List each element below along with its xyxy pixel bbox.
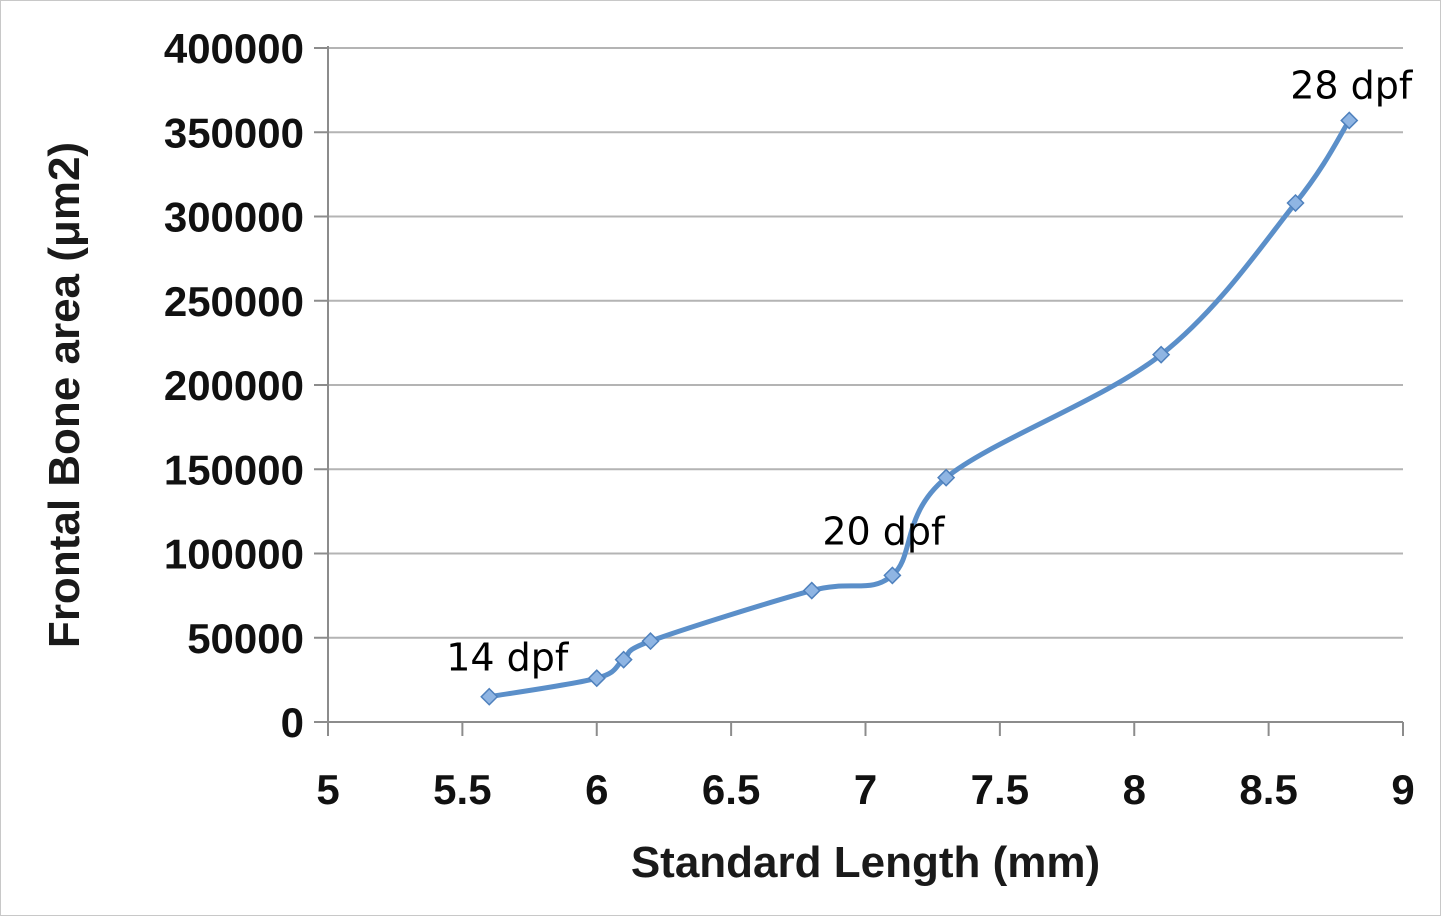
data-point xyxy=(480,687,499,706)
y-tick-label: 250000 xyxy=(164,278,304,325)
y-tick-label: 50000 xyxy=(187,615,304,662)
y-tick-labels: 0 50000 100000 150000 200000 250000 300000 3500… xyxy=(164,25,304,746)
data-point xyxy=(641,632,660,651)
x-tick-label: 7.5 xyxy=(971,766,1029,813)
data-point xyxy=(1286,193,1305,213)
annotation-label: 14 dpf xyxy=(446,636,570,680)
axes xyxy=(314,46,1404,736)
x-tick-label: 6.5 xyxy=(702,766,760,813)
gridlines xyxy=(328,47,1403,639)
y-tick-label: 150000 xyxy=(164,446,304,493)
annotations: 14 dpf 20 dpf 28 dpf xyxy=(446,63,1414,679)
y-tick-label: 200000 xyxy=(164,362,304,409)
data-point xyxy=(802,581,821,600)
data-point xyxy=(1152,345,1171,364)
y-tick-label: 300000 xyxy=(164,194,304,241)
y-tick-label: 0 xyxy=(281,699,304,746)
data-point xyxy=(883,566,902,585)
data-point xyxy=(614,650,633,669)
data-point xyxy=(1340,111,1359,130)
x-axis-title: Standard Length (mm) xyxy=(631,838,1100,887)
x-tick-label: 9 xyxy=(1391,766,1414,813)
x-tick-label: 8.5 xyxy=(1239,766,1297,813)
data-point xyxy=(587,669,606,688)
x-tick-label: 7 xyxy=(854,766,877,813)
series-layer xyxy=(480,111,1359,706)
x-tick-label: 8 xyxy=(1123,766,1146,813)
x-tick-label: 6 xyxy=(585,766,608,813)
y-axis-title: Frontal Bone area (μm2) xyxy=(40,142,89,648)
data-point xyxy=(937,468,956,487)
x-tick-labels: 5 5.5 6 6.5 7 7.5 8 8.5 9 xyxy=(316,766,1414,813)
y-tick-label: 400000 xyxy=(164,25,304,72)
x-tick-label: 5.5 xyxy=(433,766,491,813)
y-tick-label: 350000 xyxy=(164,109,304,156)
x-tick-label: 5 xyxy=(316,766,339,813)
series-line xyxy=(486,117,1352,700)
y-tick-label: 100000 xyxy=(164,531,304,578)
annotation-label: 20 dpf xyxy=(822,509,946,553)
annotation-label: 28 dpf xyxy=(1290,63,1414,107)
